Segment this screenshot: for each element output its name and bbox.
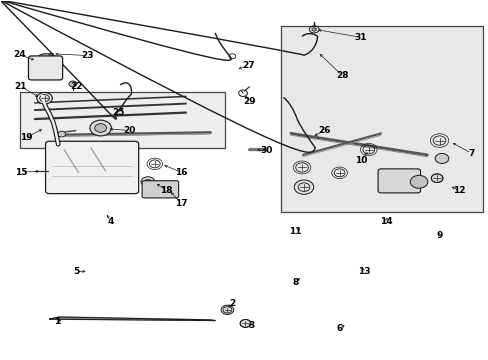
Text: 9: 9 — [435, 231, 442, 240]
Circle shape — [144, 179, 151, 184]
FancyBboxPatch shape — [377, 169, 420, 193]
Circle shape — [221, 305, 233, 315]
FancyBboxPatch shape — [28, 56, 62, 80]
Text: 15: 15 — [15, 168, 27, 177]
Text: 30: 30 — [260, 146, 272, 155]
Circle shape — [251, 148, 255, 151]
Text: 14: 14 — [379, 217, 391, 226]
Text: 3: 3 — [248, 321, 254, 330]
Text: 12: 12 — [452, 186, 465, 195]
Text: 4: 4 — [107, 217, 113, 226]
Circle shape — [240, 319, 250, 327]
Circle shape — [58, 131, 65, 137]
Text: 28: 28 — [335, 71, 347, 80]
Circle shape — [164, 187, 172, 193]
Circle shape — [161, 184, 176, 195]
Text: 29: 29 — [243, 97, 255, 106]
Text: 18: 18 — [160, 185, 172, 194]
Text: 6: 6 — [336, 324, 342, 333]
Text: 20: 20 — [123, 126, 136, 135]
FancyBboxPatch shape — [142, 181, 178, 198]
Text: 5: 5 — [73, 267, 79, 276]
Circle shape — [409, 175, 427, 188]
Text: 27: 27 — [242, 62, 254, 71]
Text: 24: 24 — [13, 50, 25, 59]
Text: 19: 19 — [20, 133, 32, 142]
Circle shape — [141, 177, 155, 187]
Text: 2: 2 — [229, 299, 235, 308]
Circle shape — [90, 120, 111, 136]
Text: 23: 23 — [81, 51, 94, 60]
FancyBboxPatch shape — [20, 92, 224, 148]
Circle shape — [260, 148, 264, 151]
Circle shape — [257, 148, 261, 151]
Circle shape — [430, 174, 442, 183]
Text: 7: 7 — [467, 149, 473, 158]
Circle shape — [41, 57, 50, 64]
Text: 25: 25 — [112, 108, 125, 117]
FancyBboxPatch shape — [281, 26, 483, 212]
Text: 26: 26 — [318, 126, 330, 135]
Text: 13: 13 — [357, 267, 369, 276]
Text: 22: 22 — [70, 82, 82, 91]
Circle shape — [311, 28, 316, 31]
Text: 17: 17 — [174, 199, 187, 208]
Circle shape — [248, 148, 252, 151]
Circle shape — [95, 124, 106, 132]
Text: 21: 21 — [14, 82, 26, 91]
Circle shape — [37, 93, 52, 104]
Circle shape — [434, 153, 448, 163]
Circle shape — [263, 148, 267, 151]
Text: 31: 31 — [354, 33, 366, 42]
Circle shape — [69, 81, 77, 87]
Text: 1: 1 — [54, 317, 60, 326]
Circle shape — [294, 180, 313, 194]
Text: 16: 16 — [175, 168, 187, 177]
Circle shape — [254, 148, 258, 151]
Circle shape — [36, 54, 55, 68]
Text: 8: 8 — [292, 278, 298, 287]
FancyBboxPatch shape — [45, 141, 139, 194]
Text: 10: 10 — [355, 156, 367, 165]
Polygon shape — [49, 317, 215, 320]
Text: 11: 11 — [289, 228, 301, 237]
